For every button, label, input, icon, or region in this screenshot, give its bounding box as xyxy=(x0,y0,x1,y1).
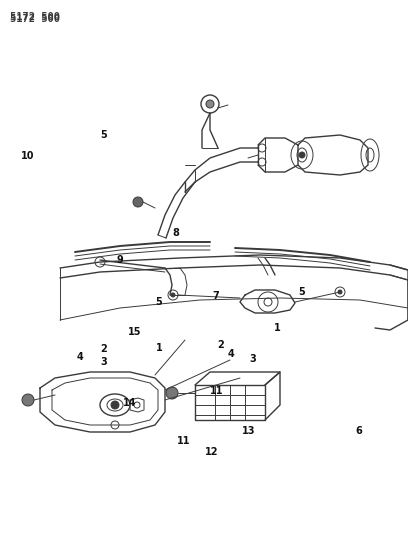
Circle shape xyxy=(111,401,119,409)
Text: 5172 500: 5172 500 xyxy=(10,14,60,24)
Circle shape xyxy=(166,387,178,399)
Text: 5: 5 xyxy=(101,130,107,140)
Circle shape xyxy=(299,152,305,158)
Text: 5: 5 xyxy=(156,297,162,306)
Text: 10: 10 xyxy=(21,151,35,161)
Text: 3: 3 xyxy=(101,358,107,367)
Text: 2: 2 xyxy=(217,341,224,350)
Text: 2: 2 xyxy=(101,344,107,354)
Text: 13: 13 xyxy=(242,426,256,435)
Text: 4: 4 xyxy=(76,352,83,362)
Text: 14: 14 xyxy=(123,398,137,408)
Text: 6: 6 xyxy=(356,426,362,435)
Text: 5172 500: 5172 500 xyxy=(10,12,60,22)
Text: 1: 1 xyxy=(274,323,281,333)
Text: 7: 7 xyxy=(213,291,220,301)
Text: 8: 8 xyxy=(172,228,179,238)
Text: 12: 12 xyxy=(205,447,219,457)
Circle shape xyxy=(133,197,143,207)
Text: 11: 11 xyxy=(209,386,223,395)
Text: 9: 9 xyxy=(117,255,124,264)
Circle shape xyxy=(171,293,175,297)
Circle shape xyxy=(338,290,342,294)
Text: 1: 1 xyxy=(156,343,162,352)
Text: 4: 4 xyxy=(227,350,234,359)
Text: 5: 5 xyxy=(299,287,305,296)
Text: 11: 11 xyxy=(177,437,191,446)
Circle shape xyxy=(22,394,34,406)
Text: 15: 15 xyxy=(128,327,142,337)
Circle shape xyxy=(206,100,214,108)
Text: 3: 3 xyxy=(250,354,256,364)
